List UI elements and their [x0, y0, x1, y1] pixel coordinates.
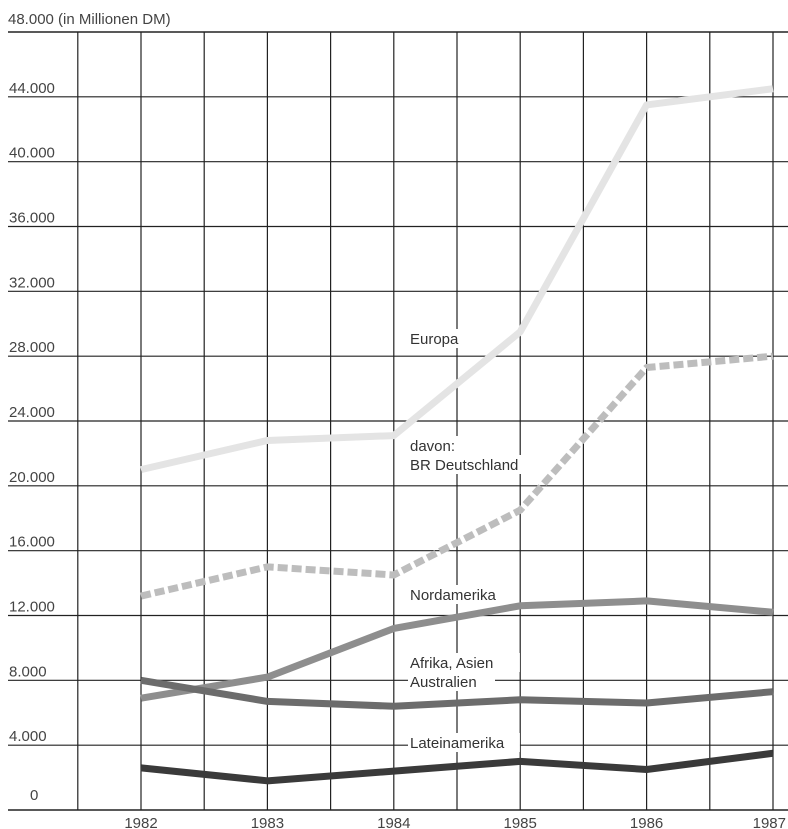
- y-tick-label-background: [6, 599, 62, 615]
- x-tick-label: 1987: [753, 815, 786, 829]
- series-label: BR Deutschland: [410, 457, 518, 474]
- y-tick-label: 12.000: [9, 599, 55, 616]
- y-tick-label: 44.000: [9, 80, 55, 97]
- x-tick-label: 1986: [630, 815, 663, 829]
- y-tick-label-background: [6, 210, 62, 226]
- series-lines: [140, 85, 774, 785]
- x-tick-label: 1983: [251, 815, 284, 829]
- series-line-europa: [140, 85, 774, 474]
- series-label: Nordamerika: [410, 587, 497, 604]
- series-line-nordamerika: [140, 597, 774, 702]
- series-label: Europa: [410, 331, 459, 348]
- series-label-background: [408, 455, 529, 474]
- y-tick-label-background: [6, 405, 62, 420]
- series-label-background: [408, 329, 462, 348]
- y-tick-label: 32.000: [9, 274, 55, 291]
- x-tick-label: 1982: [124, 815, 157, 829]
- y-tick-label: 20.000: [9, 469, 55, 486]
- unit-label: 48.000 (in Millionen DM): [8, 11, 171, 28]
- series-label-background: [408, 653, 520, 672]
- y-tick-label: 4.000: [9, 728, 47, 745]
- series-label: Afrika, Asien: [410, 655, 493, 672]
- x-tick-label: 1984: [377, 815, 410, 829]
- y-tick-label: 36.000: [9, 210, 55, 227]
- series-label-background: [408, 733, 520, 752]
- y-tick-label-background: [6, 534, 62, 550]
- y-tick-label: 16.000: [9, 534, 55, 551]
- y-tick-label: 24.000: [9, 404, 55, 421]
- series-label: Lateinamerika: [410, 735, 505, 752]
- y-tick-label-background: [6, 729, 53, 745]
- series-line-lateinamerika: [140, 749, 774, 785]
- series-line-afrika-asien-australien: [140, 676, 774, 710]
- y-tick-label: 28.000: [9, 339, 55, 356]
- y-axis-ticks: 4.000 8.000 12.000 16.000 20.000 24.000 28.000…: [6, 80, 62, 804]
- series-label-background: [408, 672, 495, 691]
- series-labels: Europa davon: BR Deutschland Nordamerika Afr…: [408, 329, 529, 752]
- y-tick-label-background: [6, 469, 62, 485]
- series-line-davon-br-deutschland: [140, 352, 774, 600]
- series-label: Australien: [410, 674, 477, 691]
- x-axis-ticks: 1982 1983 1984 1985 1986 1987: [124, 815, 786, 829]
- y-tick-label-zero: 0: [30, 787, 38, 804]
- y-tick-label-background: [6, 664, 53, 680]
- series-label: davon:: [410, 438, 455, 455]
- y-tick-label: 8.000: [9, 663, 47, 680]
- x-tick-label: 1985: [504, 815, 537, 829]
- grid: [8, 31, 788, 811]
- series-label-background: [408, 585, 504, 604]
- y-tick-label-background: [6, 340, 62, 356]
- y-tick-label: 40.000: [9, 145, 55, 162]
- series-label-background: [408, 436, 462, 455]
- y-tick-label-background: [6, 275, 62, 291]
- y-tick-label-background: [6, 145, 62, 161]
- y-tick-label-background: [6, 80, 62, 96]
